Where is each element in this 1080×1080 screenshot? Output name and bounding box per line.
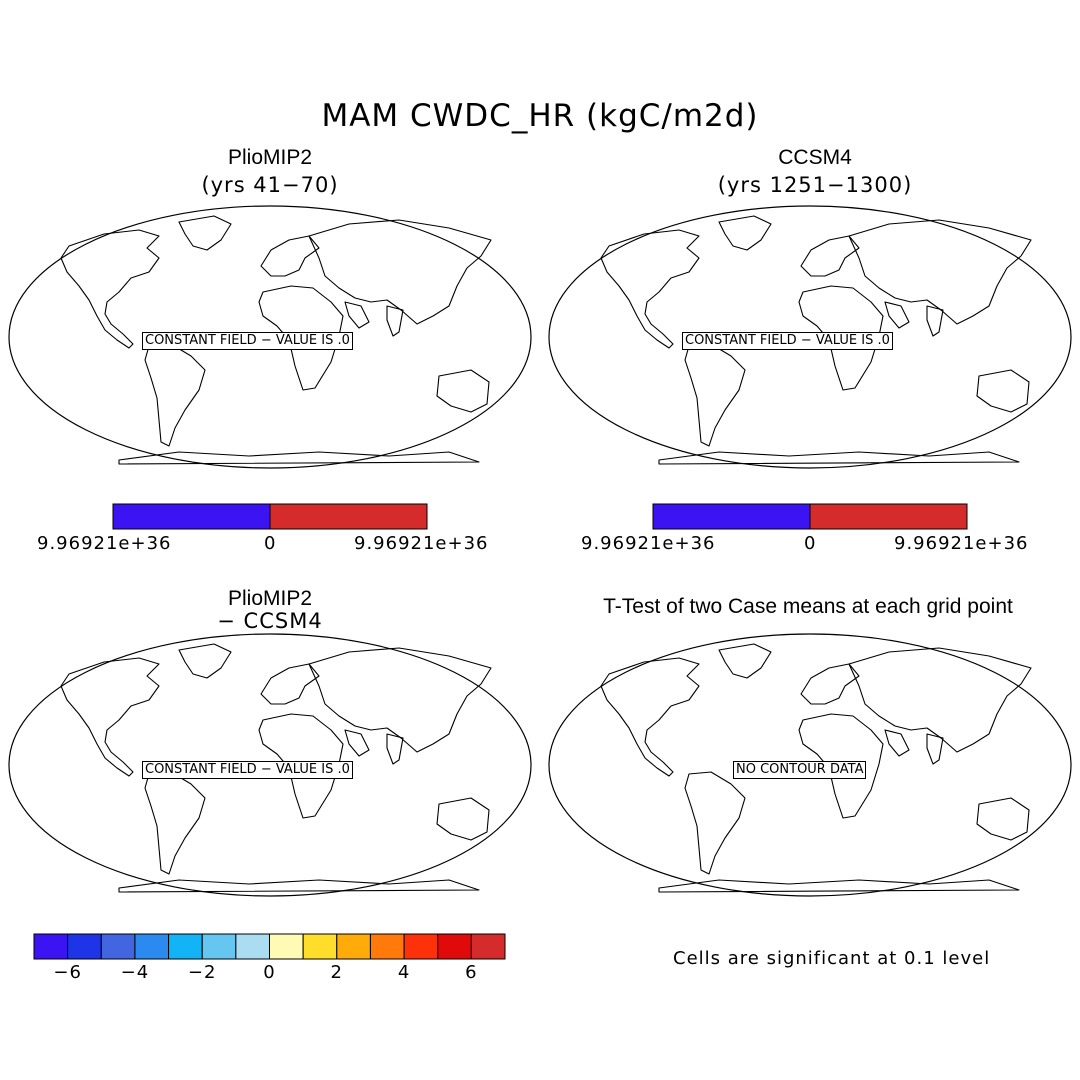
- colorbar-diff-swatch: [336, 933, 371, 960]
- coastline: [260, 663, 320, 705]
- colorbar-diff-tick-label: −6: [53, 962, 82, 983]
- colorbar-diff-tick-label: −2: [187, 962, 217, 983]
- coastline: [344, 301, 370, 329]
- coastline: [436, 797, 490, 841]
- coastline: [144, 771, 206, 875]
- coastline: [600, 229, 700, 349]
- colorbar-diff-swatch: [100, 933, 136, 960]
- coastline: [386, 305, 404, 337]
- coastline: [718, 643, 772, 679]
- colorbar-panel2-pos: [809, 503, 968, 530]
- colorbar-diff-tick-label: 4: [397, 962, 411, 983]
- coastline: [848, 647, 1032, 753]
- coastline: [600, 657, 700, 777]
- colorbar-diff-tick-label: 6: [465, 962, 478, 983]
- panel4-title: T-Test of two Case means at each grid po…: [603, 595, 1013, 618]
- panel2-subtitle: (yrs 1251−1300): [717, 173, 913, 197]
- coastline: [258, 285, 344, 391]
- colorbar-diff-swatch: [403, 933, 439, 960]
- coastline: [848, 219, 1032, 325]
- colorbar-diff-swatch: [67, 933, 102, 960]
- colorbar-panel2-label-mid: 0: [804, 533, 817, 554]
- coastline: [718, 215, 772, 251]
- colorbar-diff-swatch: [201, 933, 237, 960]
- figure-title: MAM CWDC_HR (kgC/m2d): [321, 98, 759, 134]
- coastline: [884, 301, 910, 329]
- panel2-message: CONSTANT FIELD − VALUE IS .0: [682, 332, 893, 350]
- map-boundary: [548, 633, 1072, 897]
- coastline: [436, 369, 490, 413]
- coastline: [926, 733, 944, 765]
- panel4-message: NO CONTOUR DATA: [733, 761, 867, 779]
- coastline: [258, 713, 344, 819]
- colorbar-diff-swatch: [168, 933, 203, 960]
- coastline: [684, 771, 746, 875]
- map-boundary: [548, 205, 1072, 469]
- coastline: [884, 729, 910, 757]
- coastline: [178, 215, 232, 251]
- panel3-message: CONSTANT FIELD − VALUE IS .0: [142, 761, 353, 779]
- colorbar-diff-swatch: [470, 933, 506, 960]
- panel3-world-map: [8, 633, 532, 897]
- colorbar-panel2: [652, 503, 968, 530]
- panel2-world-map: [548, 205, 1072, 469]
- colorbar-diff-swatch: [437, 933, 472, 960]
- coastline: [798, 285, 884, 391]
- panel1-title: PlioMIP2: [227, 146, 313, 169]
- colorbar-diff-tick-label: 2: [330, 962, 343, 983]
- map-boundary: [8, 633, 532, 897]
- colorbar-diff-swatch: [33, 933, 69, 960]
- coastline: [344, 729, 370, 757]
- colorbar-panel1: [112, 503, 428, 530]
- coastline: [386, 733, 404, 765]
- colorbar-panel2-label-left: 9.96921e+36: [581, 533, 716, 554]
- panel3-title: PlioMIP2: [227, 587, 313, 610]
- coastline: [976, 369, 1030, 413]
- map-boundary: [8, 205, 532, 469]
- panel1-message: CONSTANT FIELD − VALUE IS .0: [142, 332, 353, 350]
- colorbar-diff-swatch: [134, 933, 170, 960]
- coastline: [260, 235, 320, 277]
- panel3-subtitle: − CCSM4: [217, 609, 323, 633]
- colorbar-panel1-pos: [269, 503, 428, 530]
- colorbar-panel1-label-left: 9.96921e+36: [37, 533, 172, 554]
- panel1-world-map: [8, 205, 532, 469]
- coastline: [308, 647, 492, 753]
- colorbar-panel1-label-mid: 0: [264, 533, 277, 554]
- coastline: [976, 797, 1030, 841]
- coastline: [178, 643, 232, 679]
- colorbar-diff-swatch: [235, 933, 270, 960]
- panel4-world-map: [548, 633, 1072, 897]
- colorbar-panel1-neg: [112, 503, 271, 530]
- colorbar-diff-swatch: [302, 933, 338, 960]
- coastline: [798, 713, 884, 819]
- coastline: [658, 451, 1020, 465]
- coastline: [800, 235, 860, 277]
- coastline: [118, 879, 480, 893]
- colorbar-diff-swatch: [269, 933, 304, 960]
- coastline: [60, 229, 160, 349]
- coastline: [926, 305, 944, 337]
- colorbar-diff-swatch: [369, 933, 405, 960]
- coastline: [308, 219, 492, 325]
- coastline: [60, 657, 160, 777]
- colorbar-panel2-label-right: 9.96921e+36: [894, 533, 1029, 554]
- colorbar-diff: [33, 933, 506, 960]
- panel2-title: CCSM4: [778, 146, 852, 169]
- colorbar-diff-tick-label: −4: [120, 962, 150, 983]
- colorbar-diff-tick-label: 0: [263, 962, 276, 983]
- coastline: [144, 343, 206, 447]
- coastline: [658, 879, 1020, 893]
- coastline: [800, 663, 860, 705]
- coastline: [118, 451, 480, 465]
- coastline: [684, 343, 746, 447]
- significance-note: Cells are significant at 0.1 level: [673, 948, 991, 969]
- colorbar-panel1-label-right: 9.96921e+36: [354, 533, 489, 554]
- panel1-subtitle: (yrs 41−70): [201, 173, 339, 197]
